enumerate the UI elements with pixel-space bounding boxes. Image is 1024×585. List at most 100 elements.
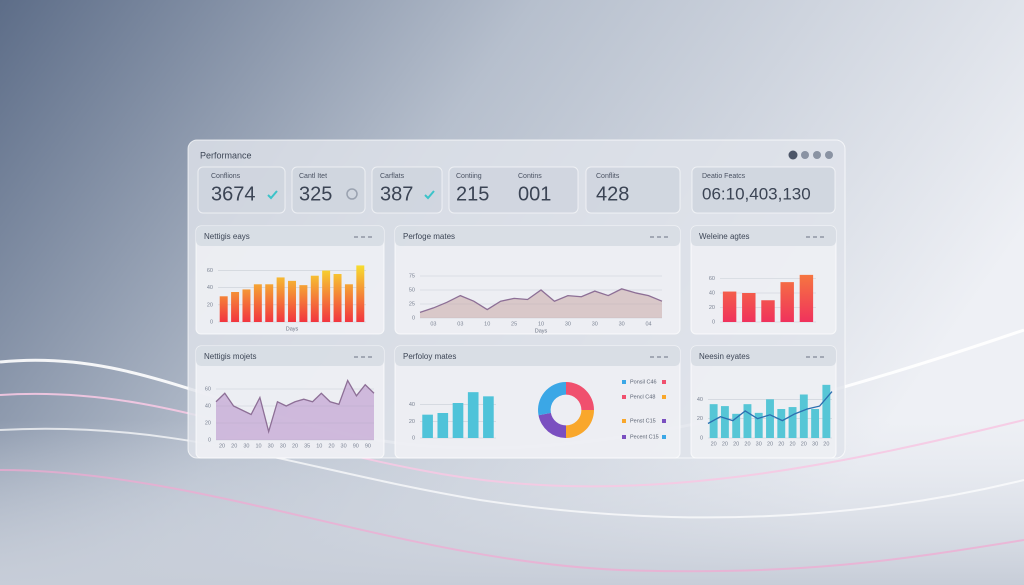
bar [780,282,794,322]
legend-swatch [662,380,666,384]
y-tick-label: 0 [712,319,715,325]
kpi-card [371,166,443,214]
panel-header [196,346,384,366]
panel-header [691,346,836,366]
bar [467,392,479,438]
bar [799,394,808,438]
x-tick-label: 10 [255,443,261,449]
y-tick-label: 20 [697,416,703,422]
y-tick-label: 40 [207,285,213,291]
panel-title: Nettigis mojets [204,352,256,361]
y-tick-label: 0 [700,435,703,441]
y-tick-label: 20 [409,419,415,425]
kpi-label: Deatio Featcs [702,173,746,180]
bar [219,296,228,322]
kpi-value: 3674 [211,183,256,205]
bar [799,274,814,322]
x-tick-label: 20 [292,443,298,449]
donut-slice [566,410,594,438]
x-tick-label: 25 [511,321,517,327]
kpi-label: Conflions [211,173,241,180]
bar [811,409,820,438]
window-button[interactable] [825,151,833,159]
panel-header [196,226,384,246]
y-tick-label: 20 [205,420,211,426]
bar [299,285,308,322]
kpi-value: 06:10,403,130 [702,184,811,203]
bar [322,270,331,322]
legend-label: Pencl C48 [630,394,655,400]
x-tick-label: 90 [365,443,371,449]
x-tick-label: 30 [592,321,598,327]
legend-swatch [662,395,666,399]
kpi-label: Carflats [380,173,405,180]
kpi-label: Conflits [596,173,620,180]
kpi-label: Contiing [456,173,482,180]
legend-label: Pecent C15 [630,434,659,440]
x-tick-label: 90 [353,443,359,449]
bar [722,291,737,322]
bar [310,275,319,322]
kpi-value: 428 [596,183,629,205]
status-icon [346,188,358,200]
window-button[interactable] [788,150,798,160]
area [420,288,662,318]
x-tick-label: 03 [430,321,436,327]
wave [0,427,1024,519]
bar [822,384,831,438]
bar [761,300,775,322]
bar [788,407,797,438]
y-tick-label: 60 [207,268,213,274]
x-tick-label: 20 [767,441,773,447]
y-tick-label: 20 [207,302,213,308]
x-axis-label: Days [535,328,548,334]
y-tick-label: 60 [205,386,211,392]
panel-title: Neesin eyates [699,352,750,361]
kpi-card [585,166,681,214]
donut-slice [566,382,594,410]
bar [253,284,262,322]
kpi-value: 215 [456,183,489,205]
y-tick-label: 75 [409,273,415,279]
y-tick-label: 0 [412,315,415,321]
window-button[interactable] [813,151,821,159]
line [419,288,663,314]
check-icon [424,190,435,200]
legend-swatch [622,419,626,423]
x-tick-label: 04 [645,321,651,327]
kpi-card [197,166,286,214]
bar [242,289,251,322]
bar [288,280,296,322]
y-tick-label: 40 [409,402,415,408]
legend-swatch [662,419,666,423]
kpi-card [691,166,836,214]
y-tick-label: 40 [709,290,715,296]
y-tick-label: 50 [409,287,415,293]
bar [356,265,365,322]
y-tick-label: 0 [208,437,211,443]
x-tick-label: 30 [619,321,625,327]
x-tick-label: 30 [243,443,249,449]
x-tick-label: 20 [823,441,829,447]
x-tick-label: 30 [812,441,818,447]
x-tick-label: 20 [778,441,784,447]
line [707,391,833,425]
x-tick-label: 20 [722,441,728,447]
area [216,380,374,440]
x-tick-label: 20 [733,441,739,447]
bar [422,414,433,438]
kpi-label: Contins [518,173,542,180]
bar [265,284,274,322]
window-button[interactable] [801,151,809,159]
x-tick-label: 20 [711,441,717,447]
bar [742,293,756,322]
legend-swatch [622,380,626,384]
y-tick-label: 25 [409,301,415,307]
bar [333,274,342,322]
x-tick-label: 30 [565,321,571,327]
x-tick-label: 20 [744,441,750,447]
x-tick-label: 10 [538,321,544,327]
bar [754,412,763,438]
x-tick-label: 20 [801,441,807,447]
